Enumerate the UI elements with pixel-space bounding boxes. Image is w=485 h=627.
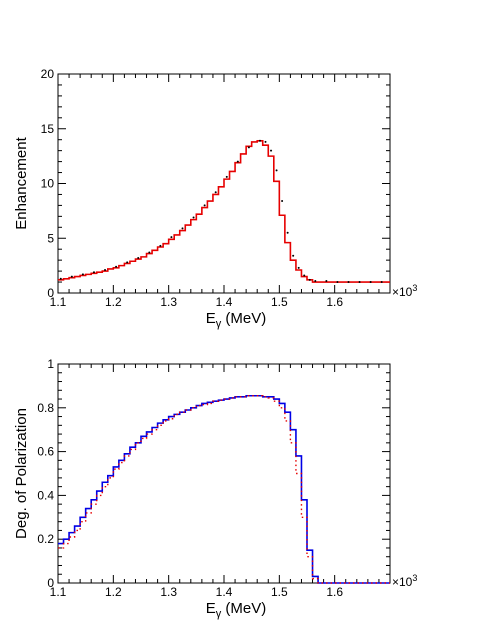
enhancement-series-1-point (70, 275, 73, 278)
polarization-y-tick-label: 1 (47, 357, 54, 371)
enhancement-series-1-point (126, 261, 129, 264)
polarization-y-tick-label: 0.8 (37, 401, 54, 415)
polarization-x-tick-label: 1.2 (105, 585, 122, 599)
enhancement-series-1-point (159, 244, 162, 247)
polarization-x-tick-label: 1.5 (271, 585, 288, 599)
polarization-x-tick-label: 1.6 (326, 585, 343, 599)
polarization-x-multiplier: ×103 (392, 573, 417, 589)
enhancement-y-axis-title: Enhancement (13, 136, 30, 229)
enhancement-series-1-point (236, 160, 239, 163)
enhancement-y-tick-label: 20 (41, 67, 55, 81)
enhancement-x-tick-label: 1.5 (271, 295, 288, 309)
enhancement-y-tick-label: 15 (41, 122, 55, 136)
enhancement-x-tick-label: 1.3 (160, 295, 177, 309)
polarization-x-tick-label: 1.1 (50, 585, 67, 599)
enhancement-y-tick-label: 5 (47, 231, 54, 245)
enhancement-x-axis-title: Eγ (MeV) (206, 310, 267, 330)
enhancement-x-tick-label: 1.1 (50, 295, 67, 309)
enhancement-series-1-point (369, 281, 372, 284)
polarization-x-tick-label: 1.4 (216, 585, 233, 599)
enhancement-series-1-point (325, 279, 328, 282)
enhancement-series-1-point (336, 281, 339, 284)
enhancement-series-1-point (358, 281, 361, 284)
enhancement-series-1-point (303, 274, 306, 277)
polarization-series-1-line (58, 395, 390, 584)
enhancement-series-1-point (281, 200, 284, 203)
enhancement-series-1-point (181, 227, 184, 230)
enhancement-series-1-point (264, 140, 267, 143)
enhancement-series-1-point (104, 269, 107, 272)
enhancement-y-tick-label: 10 (41, 177, 55, 191)
enhancement-x-tick-label: 1.4 (216, 295, 233, 309)
enhancement-series-1-point (314, 279, 317, 282)
enhancement-series-1-point (92, 271, 95, 274)
polarization-y-axis-title: Deg. of Polarization (13, 408, 30, 539)
polarization-x-tick-label: 1.3 (160, 585, 177, 599)
polarization-y-tick-label: 0.4 (37, 488, 54, 502)
enhancement-series-1-point (347, 281, 350, 284)
polarization-y-tick-label: 0.6 (37, 445, 54, 459)
enhancement-series-1-point (275, 169, 278, 172)
enhancement-series-1-point (308, 278, 311, 281)
enhancement-series-1-point (286, 231, 289, 234)
enhancement-series-1-point (270, 149, 273, 152)
enhancement-series-1-point (380, 281, 383, 284)
enhancement-series-1-point (137, 256, 140, 259)
polarization-series-0-line (58, 394, 390, 584)
enhancement-series-1-point (81, 273, 84, 276)
polarization-y-tick-label: 0 (47, 576, 54, 590)
enhancement-series-1-point (214, 191, 217, 194)
enhancement-series-1-point (247, 146, 250, 149)
enhancement-series-1-point (258, 139, 261, 142)
polarization-chart: 1.1 1.2 1.3 1.4 1.5 1.6 0 0.2 0.4 0.6 0.8 1 ×103 Eγ (… (13, 357, 417, 620)
polarization-x-axis-title: Eγ (MeV) (206, 600, 267, 620)
enhancement-chart: 1.1 1.2 1.3 1.4 1.5 1.6 0 5 10 15 20 ×103 Eγ (MeV) En… (13, 67, 417, 330)
enhancement-y-tick-label: 0 (47, 286, 54, 300)
enhancement-series-1-point (148, 251, 151, 254)
enhancement-series-0-line (58, 139, 390, 283)
polarization-y-tick-label: 0.2 (37, 532, 54, 546)
enhancement-series-1-point (297, 266, 300, 269)
enhancement-series-1-point (115, 265, 118, 268)
enhancement-series-1-point (170, 236, 173, 239)
enhancement-x-multiplier-exponent: 3 (412, 283, 417, 293)
enhancement-series-1-point (59, 277, 62, 280)
enhancement-series-1-point (203, 204, 206, 207)
enhancement-series-1-point (292, 254, 295, 257)
enhancement-x-multiplier: ×103 (392, 283, 417, 299)
enhancement-series-1-point (225, 175, 228, 178)
enhancement-x-tick-label: 1.2 (105, 295, 122, 309)
polarization-x-multiplier-exponent: 3 (412, 573, 417, 583)
polarization-plot-frame (57, 363, 391, 584)
enhancement-series-1-point (192, 216, 195, 219)
enhancement-x-tick-label: 1.6 (326, 295, 343, 309)
